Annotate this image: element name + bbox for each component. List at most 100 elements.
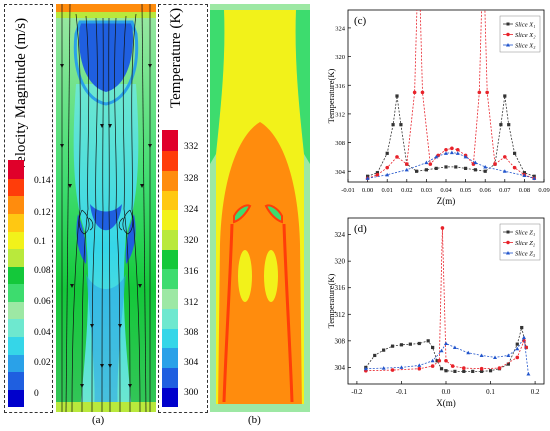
x-tick-label: 0.09 [538,187,549,194]
data-point [385,151,389,155]
data-point [399,365,404,369]
flow-arrow [60,64,64,68]
data-point [506,362,510,366]
flow-arrow [148,144,152,148]
temperature-tick: 304 [184,358,199,368]
data-point [450,364,455,368]
data-point [471,369,475,373]
data-point [520,325,524,330]
x-tick-label: 0.01 [382,187,393,194]
velocity-mid-low-zone [90,204,122,231]
velocity-tick: 0.12 [34,208,51,218]
colorbar-swatch [162,130,178,152]
temperature-colorbar [162,130,178,408]
velocity-top-lobe-edge [73,20,139,106]
colorbar-swatch [8,353,24,373]
streamline [131,13,141,412]
series-line [365,336,529,375]
colorbar-swatch [162,307,178,329]
temperature-rod-right [282,223,294,403]
data-point [365,176,370,180]
y-tick-label: 324 [335,25,346,32]
data-point [521,335,526,340]
y-tick-label: 304 [335,169,346,176]
temperature-tick: 300 [184,388,199,398]
data-point [532,176,537,180]
data-point [375,171,379,175]
y-tick-label: 316 [335,83,346,90]
data-point [444,358,448,363]
velocity-colorbar-title: Velocity Magnitude (m/s) [13,17,29,172]
velocity-tick: 0.14 [34,176,51,186]
x-tick-label: 0.06 [480,187,492,194]
velocity-top-warm-strip [56,12,156,18]
x-tick-label: 0.03 [421,187,432,194]
legend-marker [506,43,510,47]
x-tick-label: 0.2 [531,388,540,396]
temperature-colorbar-frame [158,4,208,413]
colorbar-swatch [8,300,24,320]
flow-arrow [108,124,112,128]
data-point [428,162,433,166]
series-group [365,150,537,180]
temperature-fin-right [264,204,283,224]
velocity-lower-core [86,274,126,412]
data-point [502,169,507,173]
velocity-bottom-strip [56,402,156,412]
colorbar-swatch [162,287,178,309]
data-point [462,366,466,370]
data-point [390,344,395,348]
y-tick-label: 308 [335,337,346,345]
legend-marker [506,22,510,26]
data-point [512,165,517,170]
x-tick-label: 0.08 [519,187,530,194]
temperature-contour-field [210,4,310,412]
temperature-rod-left [222,223,234,403]
temperature-cool-left [210,10,225,164]
velocity-contour-field [56,4,156,412]
velocity-tick: 0.08 [34,266,51,276]
data-point [462,369,466,373]
colorbar-swatch [162,208,178,230]
colorbar-swatch [8,230,24,250]
streamline [114,17,121,412]
x-tick-label: 0.07 [499,187,511,194]
series-line [367,152,535,179]
data-point [430,358,435,363]
data-point [399,343,404,347]
panel-tag: (d) [354,223,367,235]
series-group [363,335,531,376]
chart-d: (d) -0.2 -0.1 0.0 0.1 0.2 304 308 312 316 320 324 X(… [326,217,545,408]
data-point [497,366,502,370]
temperature-heater-left [238,250,252,302]
temperature-tick: 312 [184,298,199,308]
flow-arrow [148,64,152,68]
data-point [452,345,457,349]
legend-marker [506,230,510,234]
data-point [385,165,389,170]
flow-arrow [100,364,104,368]
temperature-hot-body [218,122,302,412]
data-point [463,154,468,159]
data-point [437,358,442,363]
y-tick-label: 320 [335,258,346,266]
temperature-tick: 328 [184,174,199,184]
x-tick-label: 0.05 [460,187,471,194]
streamline [122,15,131,412]
velocity-wake-left [76,214,87,264]
x-tick-label: -0.01 [341,187,355,194]
x-tick-label: 0.1 [486,388,495,396]
series-line [367,95,535,177]
temperature-tick: 324 [184,205,199,215]
series-group [364,325,528,373]
data-point [515,342,519,346]
data-point [479,366,484,371]
data-point [483,164,488,169]
data-point [435,359,439,363]
colorbar-swatch [8,247,24,267]
legend-marker [506,240,510,245]
colorbar-swatch [8,388,24,408]
colorbar-swatch [8,265,24,285]
data-point [439,348,444,353]
y-tick-label: 304 [335,364,346,372]
